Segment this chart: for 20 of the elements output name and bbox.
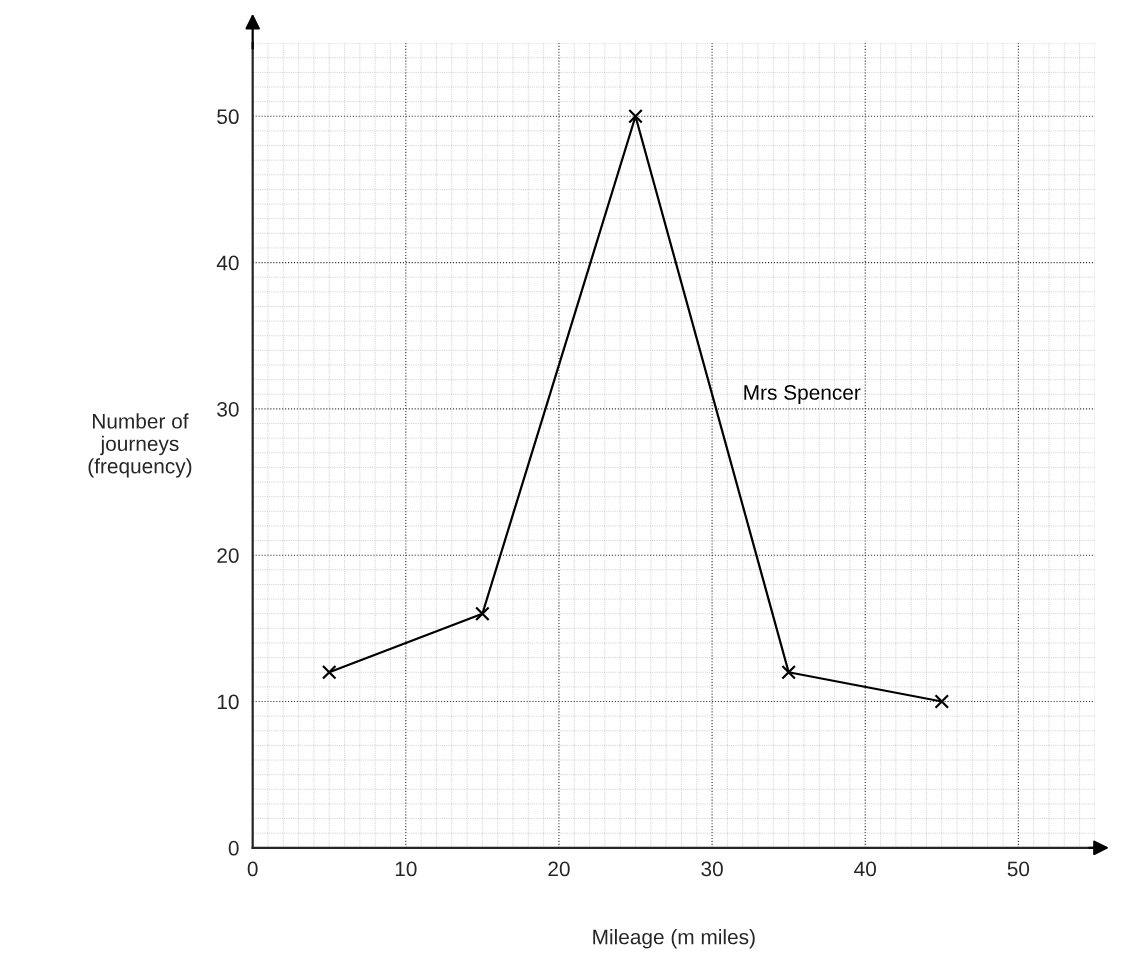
y-tick-label: 40 <box>216 255 239 271</box>
point <box>628 108 643 124</box>
x-axis-title: Mileage (m miles) <box>593 929 755 949</box>
y-tick-label: 10 <box>217 694 239 710</box>
x-tick-label: 20 <box>548 861 570 877</box>
point <box>934 694 950 709</box>
y-tick-label: 50 <box>217 109 239 125</box>
x-tick-label: 0 <box>247 861 258 877</box>
y-tick-label: 20 <box>217 548 239 563</box>
y-axis-title: Number of journeys (frequency) <box>88 413 192 478</box>
x-tick-label: 40 <box>854 861 876 877</box>
y-tick-label: 30 <box>217 401 239 417</box>
y-tick-label: 0 <box>228 840 239 856</box>
x-tick-label: 10 <box>395 861 417 877</box>
point <box>475 606 490 622</box>
point <box>321 664 337 680</box>
x-tick-label: 30 <box>701 861 723 877</box>
series-label: Mrs Spencer <box>744 385 861 404</box>
x-tick-label: 50 <box>1007 861 1030 877</box>
point <box>781 664 797 680</box>
